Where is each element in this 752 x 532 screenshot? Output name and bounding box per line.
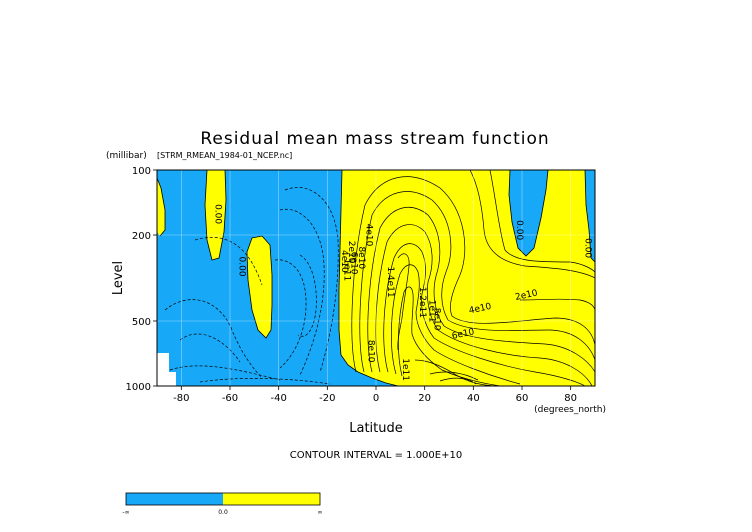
x-tick-label: -40: [270, 393, 286, 404]
contour-label: 1e11: [427, 300, 437, 323]
contour-label: 2e10: [514, 288, 539, 303]
colorbar-frame: [125, 492, 321, 506]
x-tick-label: -60: [222, 393, 238, 404]
x-tick-label: 60: [516, 393, 529, 404]
contour-label: 8e10: [356, 246, 366, 269]
contour-label: 0.00: [212, 204, 222, 224]
positive-island-3: [247, 236, 272, 338]
y-axis: 100 200 500 1000: [126, 166, 157, 393]
x-tick-label: 20: [418, 393, 431, 404]
contour-label: 1e11: [400, 358, 410, 381]
colorbar-label-min: -∞: [122, 509, 129, 516]
contour-label: 1.2e11: [417, 287, 427, 318]
contour-label: 0.00: [237, 257, 247, 277]
colorbar-label-max: ∞: [318, 509, 323, 516]
y-tick-label: 1000: [126, 382, 151, 393]
contour-label: 6e10: [349, 252, 359, 275]
colorbar-negative-segment: [126, 493, 223, 505]
x-tick-label: -20: [319, 393, 335, 404]
positive-island-1: [157, 178, 165, 236]
contour-label: 4e10: [339, 250, 349, 273]
x-axis: -80 -60 -40 -20 0 20 40 60 80: [173, 386, 577, 404]
colorbar-label-zero: 0.0: [218, 509, 228, 516]
contour-label: 0.00: [514, 220, 524, 240]
contour-label: 8e10: [366, 340, 376, 363]
zero-contours: [157, 170, 595, 386]
x-tick-label: 40: [467, 393, 480, 404]
x-tick-label: 80: [564, 393, 577, 404]
contour-label: 1e11: [341, 259, 351, 282]
contour-label: 1.4e11: [385, 266, 395, 297]
x-tick-label: -80: [173, 393, 189, 404]
y-tick-label: 200: [132, 231, 151, 242]
contour-label: 2e10: [346, 241, 356, 264]
contour-label: 4e10: [468, 302, 493, 317]
contour-interval-note: CONTOUR INTERVAL = 1.000E+10: [290, 450, 462, 461]
y-unit-label: (millibar): [106, 151, 147, 161]
chart-title: Residual mean mass stream function: [200, 129, 549, 149]
y-tick-label: 500: [132, 317, 151, 328]
contour-label: 8e10: [431, 308, 441, 331]
colorbar-positive-segment: [223, 493, 320, 505]
contour-label: 0.00: [582, 238, 592, 258]
x-axis-title: Latitude: [349, 421, 403, 436]
negative-region-north-tongue: [509, 170, 548, 256]
x-tick-label: 0: [373, 393, 379, 404]
negative-region-north: [585, 170, 595, 262]
contour-label: 6e10: [451, 327, 476, 342]
negative-contours: [164, 187, 339, 385]
x-unit-label: (degrees_north): [534, 405, 606, 415]
y-axis-title: Level: [111, 261, 126, 295]
colorbar: -∞ 0.0 ∞: [122, 492, 323, 516]
y-tick-label: 100: [132, 166, 151, 177]
grid: [157, 170, 595, 386]
contour-label: 4e10: [363, 224, 373, 247]
chart-subtitle: [STRM_RMEAN_1984-01_NCEP.nc]: [157, 151, 292, 160]
positive-contours: [351, 170, 595, 386]
missing-data-area: [157, 353, 176, 386]
